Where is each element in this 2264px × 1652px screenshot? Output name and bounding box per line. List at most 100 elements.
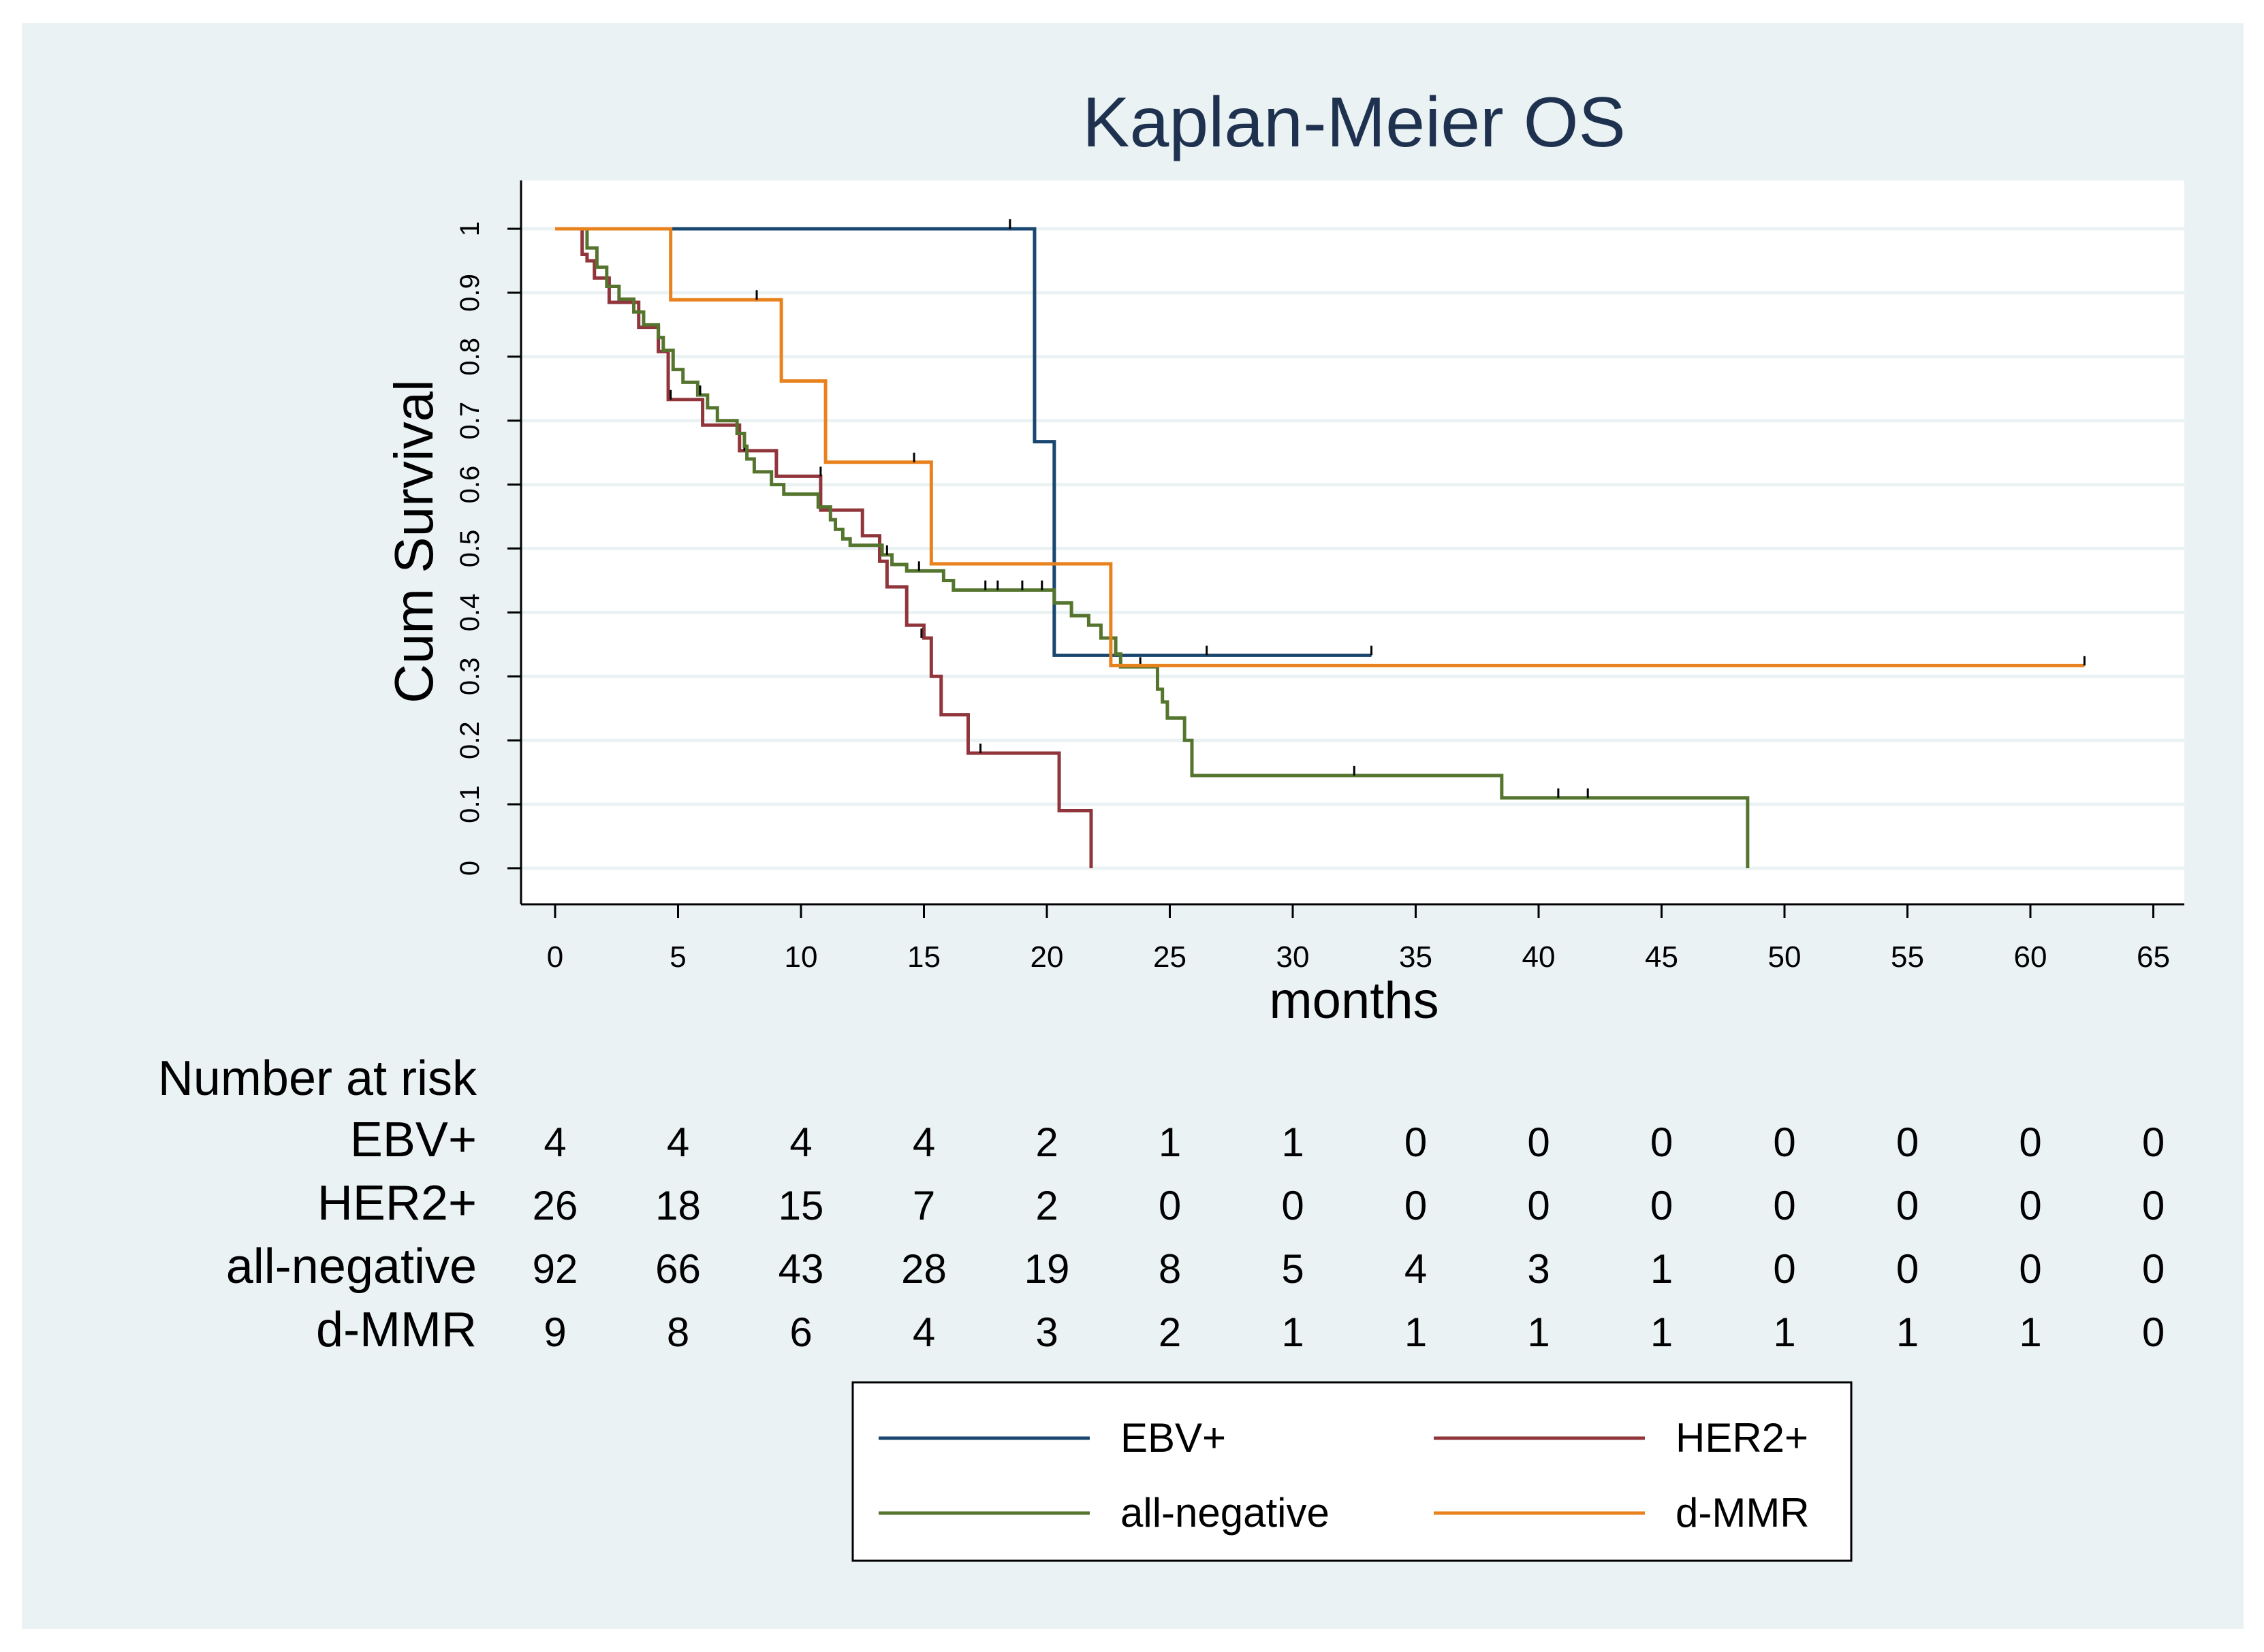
risk-count-d-mmr: 4 xyxy=(913,1309,935,1355)
y-tick-label: 0.4 xyxy=(455,594,485,632)
risk-count-d-mmr: 1 xyxy=(1281,1309,1304,1355)
y-tick-label: 0.1 xyxy=(455,785,485,823)
risk-count-her2: 26 xyxy=(533,1183,578,1228)
legend-label-all-negative: all-negative xyxy=(1120,1490,1330,1536)
risk-table-header: Number at risk xyxy=(158,1051,477,1106)
risk-count-ebv: 0 xyxy=(1773,1119,1795,1165)
chart-title: Kaplan-Meier OS xyxy=(1082,83,1626,162)
risk-row-label-d-mmr: d-MMR xyxy=(316,1303,477,1357)
risk-count-d-mmr: 9 xyxy=(544,1309,566,1355)
risk-count-her2: 7 xyxy=(913,1183,935,1228)
legend-label-d-mmr: d-MMR xyxy=(1676,1490,1810,1536)
risk-count-all-negative: 92 xyxy=(533,1246,578,1292)
x-tick-label: 0 xyxy=(547,940,563,974)
risk-count-ebv: 4 xyxy=(789,1119,812,1165)
survival-curves xyxy=(555,219,2086,868)
risk-count-all-negative: 66 xyxy=(655,1246,701,1292)
y-tick-label: 0.5 xyxy=(455,530,485,568)
risk-count-d-mmr: 2 xyxy=(1159,1309,1181,1355)
risk-row-label-ebv: EBV+ xyxy=(350,1113,477,1167)
y-tick-label: 0.9 xyxy=(455,274,485,312)
risk-count-d-mmr: 1 xyxy=(2019,1309,2041,1355)
risk-count-her2: 0 xyxy=(1773,1183,1795,1228)
risk-count-d-mmr: 1 xyxy=(1773,1309,1795,1355)
x-tick-label: 25 xyxy=(1153,940,1186,974)
risk-count-ebv: 2 xyxy=(1035,1119,1058,1165)
x-tick-label: 55 xyxy=(1891,940,1924,974)
y-axis-label: Cum Survival xyxy=(383,379,444,703)
y-gridlines xyxy=(521,227,2184,870)
km-curve-d-mmr xyxy=(555,227,2085,667)
legend-label-ebv: EBV+ xyxy=(1120,1415,1226,1461)
risk-count-d-mmr: 3 xyxy=(1035,1309,1058,1355)
risk-row-label-her2: HER2+ xyxy=(317,1176,477,1230)
x-tick-label: 35 xyxy=(1399,940,1432,974)
risk-count-all-negative: 8 xyxy=(1159,1246,1181,1292)
risk-count-her2: 0 xyxy=(1281,1183,1304,1228)
risk-count-her2: 15 xyxy=(779,1183,824,1228)
x-tick-label: 30 xyxy=(1276,940,1310,974)
risk-count-all-negative: 1 xyxy=(1650,1246,1673,1292)
risk-count-all-negative: 0 xyxy=(2142,1246,2165,1292)
risk-count-d-mmr: 6 xyxy=(789,1309,812,1355)
risk-count-her2: 2 xyxy=(1035,1183,1058,1228)
plot-area xyxy=(521,180,2184,904)
y-tick-label: 0.3 xyxy=(455,657,485,695)
x-tick-label: 45 xyxy=(1645,940,1678,974)
y-tick-label: 0.7 xyxy=(455,402,485,440)
x-tick-label: 50 xyxy=(1768,940,1802,974)
risk-count-d-mmr: 1 xyxy=(1404,1309,1427,1355)
y-tick-label: 1 xyxy=(455,221,485,236)
risk-count-her2: 0 xyxy=(1650,1183,1673,1228)
risk-count-d-mmr: 8 xyxy=(667,1309,689,1355)
x-tick-label: 5 xyxy=(670,940,686,974)
x-tick-label: 60 xyxy=(2014,940,2047,974)
x-axis-ticks: 0 5 10 15 20 25 30 35 40 45 50 55 60 65 xyxy=(547,904,2170,974)
risk-count-all-negative: 0 xyxy=(1773,1246,1795,1292)
y-tick-label: 0.2 xyxy=(455,721,485,759)
y-axis-ticks: 0 0.1 0.2 0.3 0.4 0.5 0.6 0.7 0.8 0.9 1 xyxy=(455,221,521,876)
risk-count-d-mmr: 1 xyxy=(1650,1309,1673,1355)
risk-count-her2: 0 xyxy=(1896,1183,1919,1228)
risk-count-ebv: 0 xyxy=(2019,1119,2041,1165)
risk-count-all-negative: 19 xyxy=(1024,1246,1070,1292)
risk-count-ebv: 0 xyxy=(1896,1119,1919,1165)
risk-row-label-all-negative: all-negative xyxy=(226,1239,477,1294)
risk-count-ebv: 0 xyxy=(1404,1119,1427,1165)
risk-count-her2: 0 xyxy=(2019,1183,2041,1228)
risk-count-all-negative: 43 xyxy=(779,1246,824,1292)
x-axis-label: months xyxy=(1269,972,1438,1030)
x-tick-label: 40 xyxy=(1522,940,1556,974)
km-curve-her2 xyxy=(555,227,1093,868)
risk-count-her2: 0 xyxy=(2142,1183,2165,1228)
risk-count-all-negative: 28 xyxy=(901,1246,947,1292)
risk-count-her2: 18 xyxy=(655,1183,701,1228)
y-tick-label: 0.8 xyxy=(455,338,485,376)
risk-count-ebv: 4 xyxy=(544,1119,566,1165)
y-tick-label: 0 xyxy=(455,861,485,876)
risk-count-her2: 0 xyxy=(1527,1183,1550,1228)
risk-count-all-negative: 5 xyxy=(1281,1246,1304,1292)
risk-count-her2: 0 xyxy=(1159,1183,1181,1228)
x-tick-label: 65 xyxy=(2137,940,2170,974)
legend: EBV+ HER2+ all-negative d-MMR xyxy=(851,1381,1853,1562)
x-tick-label: 10 xyxy=(785,940,818,974)
risk-count-ebv: 0 xyxy=(1650,1119,1673,1165)
legend-label-her2: HER2+ xyxy=(1676,1415,1808,1461)
risk-count-her2: 0 xyxy=(1404,1183,1427,1228)
risk-count-d-mmr: 1 xyxy=(1896,1309,1919,1355)
risk-count-d-mmr: 0 xyxy=(2142,1309,2165,1355)
y-tick-label: 0.6 xyxy=(455,466,485,504)
risk-count-all-negative: 3 xyxy=(1527,1246,1550,1292)
risk-count-ebv: 1 xyxy=(1159,1119,1181,1165)
risk-count-d-mmr: 1 xyxy=(1527,1309,1550,1355)
legend-box xyxy=(851,1381,1853,1562)
risk-count-ebv: 0 xyxy=(1527,1119,1550,1165)
risk-count-ebv: 4 xyxy=(913,1119,935,1165)
risk-count-all-negative: 0 xyxy=(2019,1246,2041,1292)
risk-count-all-negative: 4 xyxy=(1404,1246,1427,1292)
risk-count-all-negative: 0 xyxy=(1896,1246,1919,1292)
risk-count-ebv: 1 xyxy=(1281,1119,1304,1165)
x-tick-label: 15 xyxy=(907,940,941,974)
